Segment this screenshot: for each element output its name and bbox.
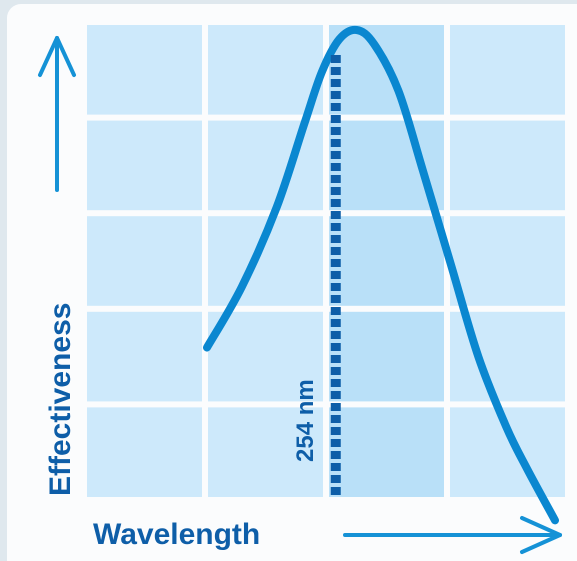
marker-label: 254 nm	[292, 379, 319, 462]
grid-cell	[87, 311, 202, 402]
grid-cell	[450, 120, 565, 211]
grid-cell	[87, 25, 202, 115]
grid-cell	[208, 407, 323, 497]
grid-cell	[208, 25, 323, 115]
grid-cell	[329, 216, 444, 306]
grid-cell	[87, 216, 202, 306]
grid	[87, 25, 565, 497]
grid-cell	[329, 407, 444, 497]
grid-cell	[450, 25, 565, 115]
grid-cell	[450, 216, 565, 306]
grid-cell	[208, 311, 323, 402]
x-axis-arrow	[343, 516, 562, 554]
y-axis-title: Effectiveness	[44, 303, 77, 496]
effectiveness-curve	[203, 25, 559, 525]
grid-cell	[208, 120, 323, 211]
grid-cell	[87, 120, 202, 211]
grid-cell	[329, 311, 444, 402]
curve-layer	[203, 25, 559, 525]
x-axis-title: Wavelength	[93, 518, 260, 551]
y-axis-arrow	[38, 36, 76, 192]
grid-cell	[87, 407, 202, 497]
